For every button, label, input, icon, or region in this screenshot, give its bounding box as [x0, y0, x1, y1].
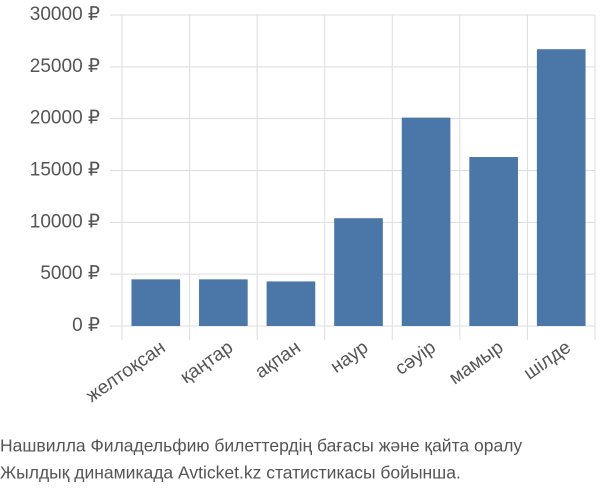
caption-line: Нашвилла Филадельфию билеттердің бағасы … — [0, 436, 522, 456]
bar — [199, 279, 248, 326]
bar — [334, 218, 383, 326]
x-tick-label: сәуір — [391, 337, 439, 380]
bar — [536, 49, 586, 327]
caption-line: Жылдық динамикада Avticket.kz статистика… — [0, 463, 461, 483]
y-tick-label: 0 ₽ — [72, 315, 100, 336]
y-tick-label: 15000 ₽ — [30, 160, 100, 181]
x-tick-label: қаңтар — [177, 337, 237, 388]
y-tick-label: 20000 ₽ — [30, 108, 100, 129]
bar — [131, 279, 181, 326]
x-tick-label: наур — [327, 337, 372, 378]
bar — [401, 117, 451, 326]
x-tick-label: ақпан — [251, 337, 304, 383]
y-tick-label: 25000 ₽ — [30, 56, 100, 77]
x-tick-label: желтоқсан — [82, 337, 169, 407]
y-tick-label: 10000 ₽ — [30, 211, 100, 232]
bar — [469, 157, 518, 326]
y-tick-label: 30000 ₽ — [30, 4, 100, 25]
bar — [266, 281, 316, 326]
x-tick-label: мамыр — [445, 337, 507, 389]
y-tick-label: 5000 ₽ — [40, 263, 100, 284]
x-tick-label: шілде — [520, 337, 575, 384]
